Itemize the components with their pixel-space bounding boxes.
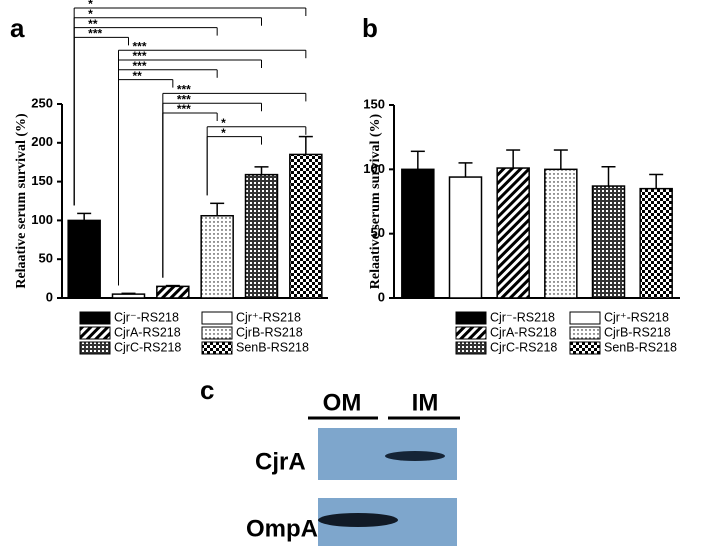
legend-label: CjrC-RS218 <box>114 340 181 354</box>
sig-label: * <box>221 116 226 130</box>
sig-label: *** <box>177 102 191 116</box>
legend-label: Cjr⁻-RS218 <box>114 310 179 324</box>
column-label: OM <box>323 389 362 416</box>
legend-label: CjrC-RS218 <box>490 340 557 354</box>
row-label: CjrA <box>255 448 306 475</box>
bar <box>289 153 323 299</box>
legend-swatch <box>569 341 601 355</box>
panel-label: a <box>10 13 25 43</box>
legend-swatch <box>79 341 111 355</box>
legend-label: SenB-RS218 <box>604 340 677 354</box>
bar <box>591 185 626 299</box>
blot-band <box>385 451 445 461</box>
y-tick-label: 100 <box>363 161 385 176</box>
y-tick-label: 0 <box>378 289 385 304</box>
y-axis-label: Relaative serum survival (%) <box>14 113 29 289</box>
legend-swatch <box>455 341 487 355</box>
bar <box>544 168 578 299</box>
sig-label: * <box>88 0 93 11</box>
legend-swatch <box>569 311 601 325</box>
y-tick-label: 50 <box>39 251 53 266</box>
bar <box>639 187 673 299</box>
legend-label: Cjr⁻-RS218 <box>490 310 555 324</box>
legend-label: Cjr⁺-RS218 <box>604 310 669 324</box>
bar <box>200 214 234 299</box>
sig-label: *** <box>177 83 191 97</box>
legend-label: CjrB-RS218 <box>236 325 303 339</box>
sig-label: *** <box>88 27 102 41</box>
legend-swatch <box>79 326 111 340</box>
y-tick-label: 100 <box>31 212 53 227</box>
bar <box>244 173 279 299</box>
panel-label: b <box>362 13 378 43</box>
legend-label: Cjr⁺-RS218 <box>236 310 301 324</box>
bar <box>111 293 146 299</box>
y-tick-label: 50 <box>371 225 385 240</box>
legend-swatch <box>201 326 233 340</box>
bar <box>496 167 530 299</box>
legend-swatch <box>569 326 601 340</box>
sig-label: ** <box>88 17 98 31</box>
sig-label: ** <box>133 69 143 83</box>
legend-label: CjrA-RS218 <box>490 325 557 339</box>
legend-swatch <box>455 311 487 325</box>
legend-label: CjrB-RS218 <box>604 325 671 339</box>
y-tick-label: 0 <box>46 289 53 304</box>
sig-label: *** <box>133 59 147 73</box>
legend-swatch <box>201 341 233 355</box>
bar <box>401 168 435 299</box>
sig-label: *** <box>133 49 147 63</box>
blot-band <box>318 513 398 527</box>
legend-swatch <box>455 326 487 340</box>
legend-swatch <box>201 311 233 325</box>
column-label: IM <box>412 389 439 416</box>
y-tick-label: 250 <box>31 95 53 110</box>
bar <box>156 285 190 299</box>
sig-label: * <box>88 7 93 21</box>
y-tick-label: 150 <box>363 96 385 111</box>
panel-label: c <box>200 375 214 405</box>
sig-label: * <box>221 126 226 140</box>
sig-label: *** <box>133 39 147 53</box>
legend-swatch <box>79 311 111 325</box>
bar <box>67 219 101 299</box>
y-tick-label: 150 <box>31 173 53 188</box>
y-axis-label: Relaative serum survival (%) <box>368 113 383 289</box>
sig-label: *** <box>177 92 191 106</box>
legend-label: CjrA-RS218 <box>114 325 181 339</box>
bar <box>448 176 483 299</box>
legend-label: SenB-RS218 <box>236 340 309 354</box>
row-label: OmpA <box>246 515 318 542</box>
blot-panel: c OM IM CjrA OmpA <box>200 375 460 546</box>
y-tick-label: 200 <box>31 134 53 149</box>
